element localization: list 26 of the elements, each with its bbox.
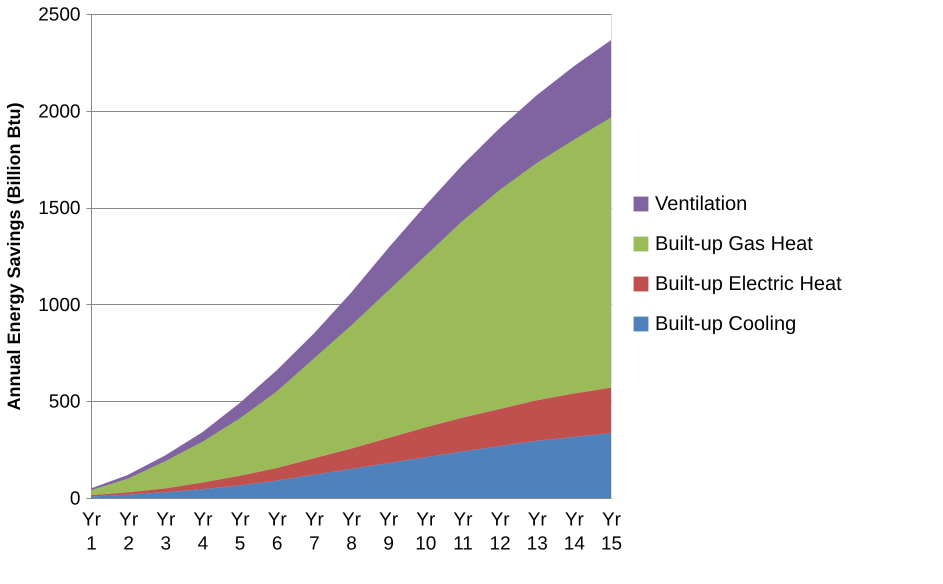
- x-tick-label: Yr 14: [564, 510, 586, 554]
- legend-label: Built-up Gas Heat: [655, 233, 814, 255]
- x-tick-label: Yr 8: [342, 510, 362, 554]
- legend-label: Built-up Electric Heat: [655, 273, 842, 295]
- x-tick-label: Yr 15: [600, 510, 622, 554]
- x-tick-label: Yr 12: [490, 510, 511, 554]
- x-tick-label: Yr 5: [230, 510, 250, 554]
- x-tick-label: Yr 11: [453, 510, 474, 554]
- x-tick-label: Yr 13: [526, 510, 548, 554]
- x-tick-label: Yr 10: [415, 510, 436, 554]
- y-tick-label: 1000: [38, 294, 80, 316]
- legend-label: Built-up Cooling: [655, 313, 796, 335]
- y-tick-label: 2500: [38, 4, 80, 26]
- y-tick-label: 1500: [38, 198, 80, 220]
- y-tick-label: 0: [70, 488, 80, 510]
- x-tick-label: Yr 9: [379, 510, 399, 554]
- x-tick-label: Yr 2: [119, 510, 139, 554]
- y-axis-title: Annual Energy Savings (Billion Btu): [4, 102, 24, 411]
- x-tick-label: Yr 4: [193, 510, 214, 554]
- x-tick-label: Yr 6: [268, 510, 288, 554]
- y-tick-label: 2000: [38, 101, 80, 122]
- x-tick-label: Yr 1: [82, 510, 102, 554]
- x-tick-label: Yr 3: [156, 510, 176, 554]
- x-tick-label: Yr 7: [304, 510, 325, 554]
- y-tick-label: 500: [48, 392, 80, 413]
- legend-label: Ventilation: [655, 193, 748, 215]
